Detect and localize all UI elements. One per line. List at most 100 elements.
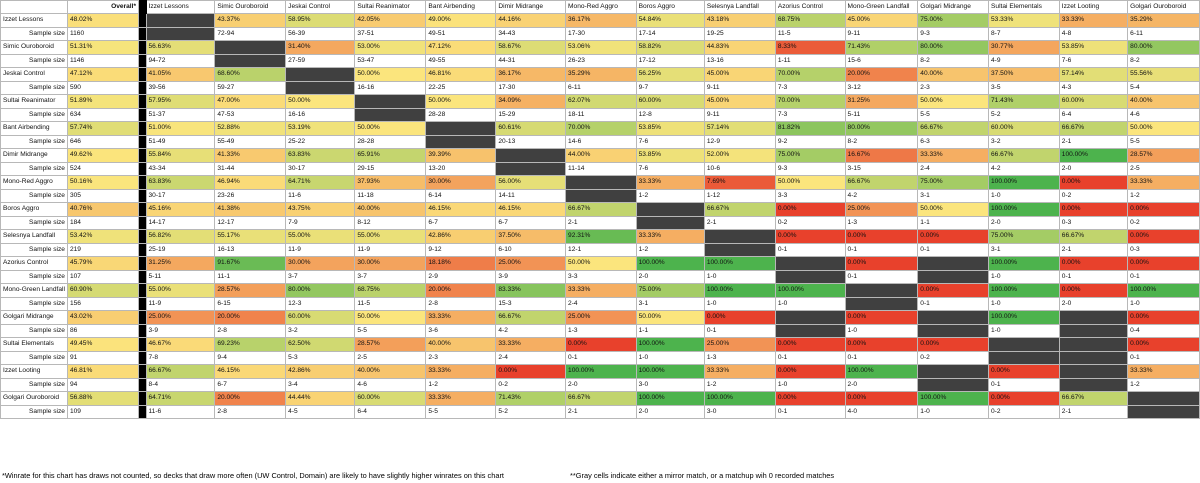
winrate-cell: 50.00%	[354, 67, 427, 82]
gray-cell	[495, 162, 567, 176]
winrate-cell: 0.00%	[495, 364, 567, 379]
column-header-simic-ouroboroid: Simic Ouroboroid	[214, 0, 287, 14]
divider-cell	[138, 67, 147, 82]
sample-size-cell: 5-3	[285, 351, 356, 365]
sample-size-cell: 2-0	[844, 378, 919, 392]
winrate-cell: 0.00%	[774, 202, 846, 217]
sample-row-azorius-control: Sample size 107 5-11 11-1 3-7 3-7 2-9 3-9 3-3 2-0…	[0, 270, 1200, 284]
sample-size-cell: 34-43	[495, 27, 567, 41]
winrate-cell: 0.00%	[1058, 256, 1129, 271]
gray-cell	[635, 202, 705, 217]
sample-size-cell: 11-9	[145, 297, 216, 311]
sample-size-cell: 9-2	[774, 135, 846, 149]
sample-size-cell: 8-2	[1127, 54, 1200, 68]
divider-cell	[138, 121, 147, 136]
divider-cell	[138, 243, 147, 257]
winrate-cell: 63.83%	[145, 175, 216, 190]
winrate-cell: 35.29%	[1127, 13, 1200, 28]
winrate-cell: 40.00%	[1127, 94, 1200, 109]
deck-row-izzet-looting: Izzet Looting 46.81% 66.67% 46.15% 42.86% 40.…	[0, 364, 1200, 379]
sample-size-cell: 9-11	[703, 81, 776, 95]
gray-cell	[1058, 324, 1129, 338]
gray-cell	[1058, 337, 1129, 352]
sample-size-cell: 7-6	[635, 162, 705, 176]
deck-name: Izzet Lessons	[0, 13, 68, 28]
winrate-cell: 46.15%	[495, 202, 567, 217]
sample-size-cell: 0-1	[917, 297, 989, 311]
sample-size-cell: 1-0	[988, 270, 1060, 284]
sample-size-cell: 5-5	[1127, 135, 1200, 149]
sample-size-cell: 4-6	[1127, 108, 1200, 122]
overall-sample-cell: 94	[66, 378, 140, 392]
gray-cell	[917, 270, 989, 284]
sample-size-cell: 15-29	[495, 108, 567, 122]
sample-row-izzet-lessons: Sample size 1160 72-94 56-39 37-51 49-51 34-43…	[0, 27, 1200, 41]
gray-cells-footnote: **Gray cells indicate either a mirror ma…	[570, 471, 835, 480]
sample-size-cell: 6-7	[214, 378, 287, 392]
sample-size-cell: 14-17	[145, 216, 216, 230]
sample-size-label: Sample size	[0, 297, 68, 311]
sample-size-cell: 11-6	[285, 189, 356, 203]
gray-cell	[285, 67, 356, 82]
winrate-cell: 16.67%	[844, 148, 919, 163]
winrate-cell: 25.00%	[703, 337, 776, 352]
sample-row-jeskai-control: Sample size 590 39-56 59-27 16-16 22-25 17-30 6…	[0, 81, 1200, 95]
winrate-cell: 100.00%	[703, 256, 776, 271]
sample-size-cell: 6-14	[425, 189, 497, 203]
column-header-jeskai-control: Jeskai Control	[285, 0, 356, 14]
sample-size-label: Sample size	[0, 162, 68, 176]
sample-size-cell: 7-3	[774, 81, 846, 95]
winrate-cell: 52.88%	[214, 121, 287, 136]
divider-cell	[138, 351, 147, 365]
winrate-cell: 53.19%	[285, 121, 356, 136]
sample-size-cell: 7-6	[635, 135, 705, 149]
winrate-cell: 37.93%	[354, 175, 427, 190]
winrate-cell: 34.09%	[495, 94, 567, 109]
sample-size-cell: 6-4	[354, 405, 427, 419]
winrate-cell: 33.33%	[917, 148, 989, 163]
sample-size-cell: 2-8	[214, 324, 287, 338]
sample-size-cell: 28-28	[354, 135, 427, 149]
winrate-cell: 43.18%	[703, 13, 776, 28]
winrate-cell: 20.00%	[214, 391, 287, 406]
winrate-cell: 7.69%	[703, 175, 776, 190]
footnotes: *Winrate for this chart has draws not co…	[0, 468, 1200, 483]
divider-cell	[138, 13, 147, 28]
sample-size-cell: 2-0	[988, 216, 1060, 230]
gray-cell	[703, 243, 776, 257]
deck-row-azorius-control: Azorius Control 45.79% 31.25% 91.67% 30.00% 3…	[0, 256, 1200, 271]
sample-size-cell: 1-0	[703, 297, 776, 311]
winrate-cell: 55.17%	[214, 229, 287, 244]
winrate-cell: 55.00%	[145, 283, 216, 298]
overall-winrate-cell: 56.88%	[66, 391, 140, 406]
sample-size-cell: 56-39	[285, 27, 356, 41]
sample-size-cell: 6-3	[917, 135, 989, 149]
deck-name: Dimir Midrange	[0, 148, 68, 163]
sample-size-cell: 4-8	[1058, 27, 1129, 41]
winrate-cell: 28.57%	[354, 337, 427, 352]
sample-size-cell: 2-1	[1058, 135, 1129, 149]
sample-size-cell: 17-12	[635, 54, 705, 68]
winrate-cell: 37.50%	[988, 67, 1060, 82]
sample-size-cell: 0-1	[774, 243, 846, 257]
sample-size-cell: 0-2	[774, 216, 846, 230]
sample-size-cell: 4-3	[1058, 81, 1129, 95]
deck-name: Mono-Green Landfall	[0, 283, 68, 298]
sample-size-label: Sample size	[0, 378, 68, 392]
sample-size-cell: 12-3	[285, 297, 356, 311]
sample-size-cell: 12-9	[703, 135, 776, 149]
sample-size-cell: 1-2	[425, 378, 497, 392]
winrate-cell: 40.00%	[425, 337, 497, 352]
winrate-cell: 40.00%	[917, 67, 989, 82]
sample-size-cell: 8-2	[844, 135, 919, 149]
column-header-sultai-reanimator: Sultai Reanimator	[354, 0, 427, 14]
winrate-cell: 66.67%	[844, 175, 919, 190]
winrate-cell: 33.33%	[635, 175, 705, 190]
sample-size-cell: 0-1	[565, 351, 637, 365]
winrate-cell: 0.00%	[1127, 256, 1200, 271]
winrate-cell: 50.00%	[565, 256, 637, 271]
winrate-cell: 100.00%	[988, 256, 1060, 271]
deck-name: Jeskai Control	[0, 67, 68, 82]
deck-name: Izzet Looting	[0, 364, 68, 379]
sample-size-label: Sample size	[0, 216, 68, 230]
